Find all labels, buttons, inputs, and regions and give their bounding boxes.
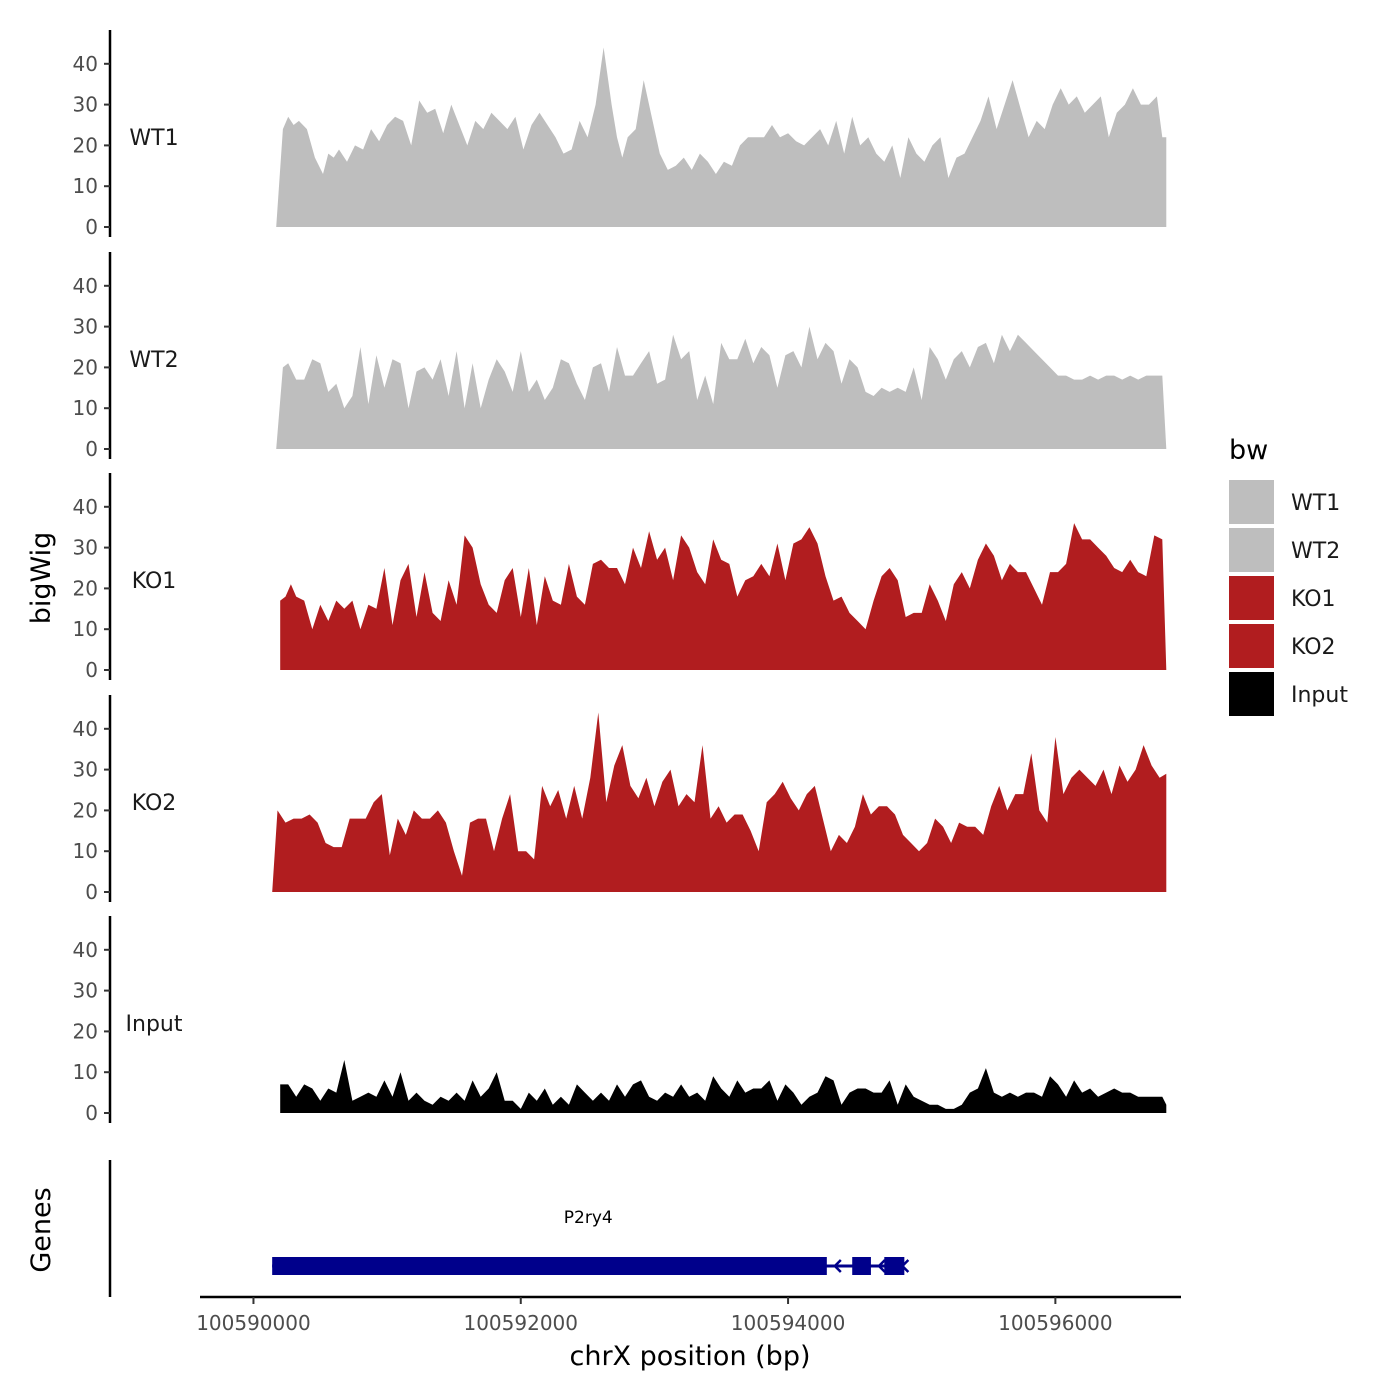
- y-tick-label: 40: [73, 717, 98, 741]
- legend-label: Input: [1291, 683, 1348, 708]
- signal-area: [272, 712, 1167, 892]
- y-tick-label: 30: [73, 315, 98, 339]
- y-tick-label: 10: [73, 396, 98, 420]
- legend: bw WT1 WT2 KO1 KO2 Input: [1229, 435, 1348, 716]
- legend-swatch: [1229, 624, 1274, 668]
- legend-label: KO2: [1291, 635, 1336, 660]
- legend-label: WT1: [1291, 491, 1340, 516]
- legend-swatch: [1229, 480, 1274, 524]
- legend-swatch: [1229, 576, 1274, 620]
- gene-strand-arrow: [900, 1259, 910, 1273]
- gene-strand-arrow: [272, 1259, 282, 1273]
- x-axis-title: chrX position (bp): [569, 1341, 810, 1372]
- signal-area: [280, 523, 1167, 670]
- x-tick-label: 100590000: [196, 1311, 311, 1335]
- track-input: 0 10 20 30 40 Input: [73, 916, 1167, 1125]
- y-tick-label: 30: [73, 979, 98, 1003]
- signal-area: [280, 1060, 1167, 1113]
- x-tick-label: 100594000: [731, 1311, 846, 1335]
- track-wt2: 0 10 20 30 40 WT2: [73, 252, 1167, 461]
- legend-title: bw: [1229, 435, 1268, 466]
- y-tick-label: 0: [85, 437, 98, 461]
- track-ko2: 0 10 20 30 40 KO2: [73, 695, 1167, 904]
- y-tick-label: 10: [73, 617, 98, 641]
- legend-label: KO1: [1291, 587, 1336, 612]
- y-tick-label: 20: [73, 355, 98, 379]
- gene-exon: [272, 1257, 827, 1275]
- signal-tracks: 0 10 20 30 40 WT1 0 10 20 30 40 WT2 0 10 20 30 40 KO1 0 10 2…: [73, 30, 1167, 1125]
- y-axis-title: bigWig: [26, 532, 57, 625]
- track-label: WT1: [129, 126, 178, 151]
- y-tick-label: 20: [73, 1019, 98, 1043]
- y-tick-label: 30: [73, 758, 98, 782]
- signal-area: [276, 47, 1167, 227]
- y-tick-label: 30: [73, 93, 98, 117]
- y-tick-label: 20: [73, 133, 98, 157]
- track-ko1: 0 10 20 30 40 KO1: [73, 473, 1167, 682]
- x-tick-label: 100592000: [463, 1311, 578, 1335]
- y-tick-label: 20: [73, 576, 98, 600]
- y-tick-label: 40: [73, 938, 98, 962]
- track-label: WT2: [129, 348, 178, 373]
- gene-exon: [852, 1257, 871, 1275]
- y-tick-label: 0: [85, 880, 98, 904]
- gene-track: Genes P2ry4: [26, 1160, 910, 1297]
- legend-swatch: [1229, 528, 1274, 572]
- track-label: KO1: [132, 569, 177, 594]
- track-label: KO2: [132, 791, 177, 816]
- y-tick-label: 40: [73, 495, 98, 519]
- x-tick-label: 100596000: [998, 1311, 1113, 1335]
- gene-name-label: P2ry4: [564, 1208, 613, 1228]
- x-axis: chrX position (bp) 100590000 100592000 100…: [196, 1295, 1181, 1372]
- y-tick-label: 10: [73, 174, 98, 198]
- signal-area: [276, 326, 1167, 449]
- gene-track-label: Genes: [26, 1187, 57, 1272]
- y-tick-label: 10: [73, 839, 98, 863]
- y-tick-label: 40: [73, 274, 98, 298]
- track-label: Input: [126, 1012, 183, 1037]
- y-tick-label: 40: [73, 52, 98, 76]
- y-tick-label: 20: [73, 798, 98, 822]
- y-tick-label: 0: [85, 215, 98, 239]
- y-tick-label: 0: [85, 1101, 98, 1125]
- gene-p2ry4: P2ry4: [272, 1208, 910, 1275]
- gene-exon: [884, 1257, 905, 1275]
- y-tick-label: 30: [73, 536, 98, 560]
- gene-strand-arrow: [877, 1259, 886, 1273]
- y-tick-label: 0: [85, 658, 98, 682]
- track-wt1: 0 10 20 30 40 WT1: [73, 30, 1167, 239]
- legend-swatch: [1229, 672, 1274, 716]
- y-tick-label: 10: [73, 1060, 98, 1084]
- gene-strand-arrow: [833, 1259, 842, 1273]
- legend-label: WT2: [1291, 539, 1340, 564]
